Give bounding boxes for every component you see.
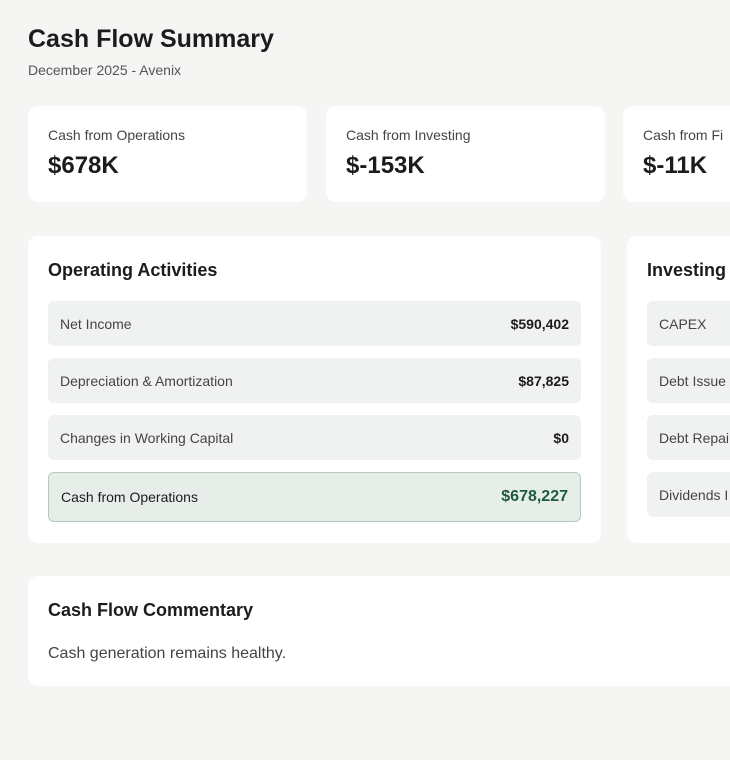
item-label: Depreciation & Amortization — [60, 372, 233, 389]
line-item: CAPEX — [647, 301, 730, 346]
investing-card: Investing CAPEX Debt Issue Debt Repai Di… — [627, 236, 730, 543]
line-item: Changes in Working Capital $0 — [48, 415, 581, 460]
operating-card: Operating Activities Net Income $590,402 … — [28, 236, 601, 543]
commentary-card: Cash Flow Commentary Cash generation rem… — [28, 576, 730, 686]
item-label: Net Income — [60, 315, 132, 332]
commentary-text: Cash generation remains healthy. — [48, 645, 287, 662]
item-label: Changes in Working Capital — [60, 429, 234, 446]
kpi-value: $678K — [48, 152, 119, 179]
card-title: Cash Flow Commentary — [48, 600, 254, 620]
page-subtitle: December 2025 - Avenix — [28, 62, 182, 78]
line-item: Debt Repai — [647, 415, 730, 460]
card-title: Operating Activities — [48, 260, 218, 280]
line-item: Debt Issue — [647, 358, 730, 403]
total-label: Cash from Operations — [61, 489, 198, 505]
total-value: $678,227 — [501, 488, 568, 505]
line-item: Net Income $590,402 — [48, 301, 581, 346]
item-value: $590,402 — [510, 315, 569, 332]
page-title: Cash Flow Summary — [28, 25, 274, 53]
kpi-value: $-153K — [346, 152, 425, 179]
kpi-card: Cash from Investing $-153K — [326, 106, 605, 202]
kpi-label: Cash from Investing — [346, 127, 471, 143]
kpi-value: $-11K — [643, 152, 708, 179]
kpi-label: Cash from Operations — [48, 127, 185, 143]
item-value: $0 — [553, 429, 569, 446]
card-title: Investing — [647, 260, 727, 280]
kpi-card: Cash from Operations $678K — [28, 106, 307, 202]
item-label: Dividends I — [659, 486, 729, 503]
line-item: Depreciation & Amortization $87,825 — [48, 358, 581, 403]
item-label: Debt Repai — [659, 429, 730, 446]
kpi-label: Cash from Fi — [643, 127, 724, 143]
item-value: $87,825 — [518, 372, 569, 389]
total-row: Cash from Operations $678,227 — [48, 472, 581, 522]
line-item: Dividends I — [647, 472, 730, 517]
kpi-card: Cash from Fi $-11K — [623, 106, 730, 202]
item-label: CAPEX — [659, 315, 707, 332]
item-label: Debt Issue — [659, 372, 726, 389]
